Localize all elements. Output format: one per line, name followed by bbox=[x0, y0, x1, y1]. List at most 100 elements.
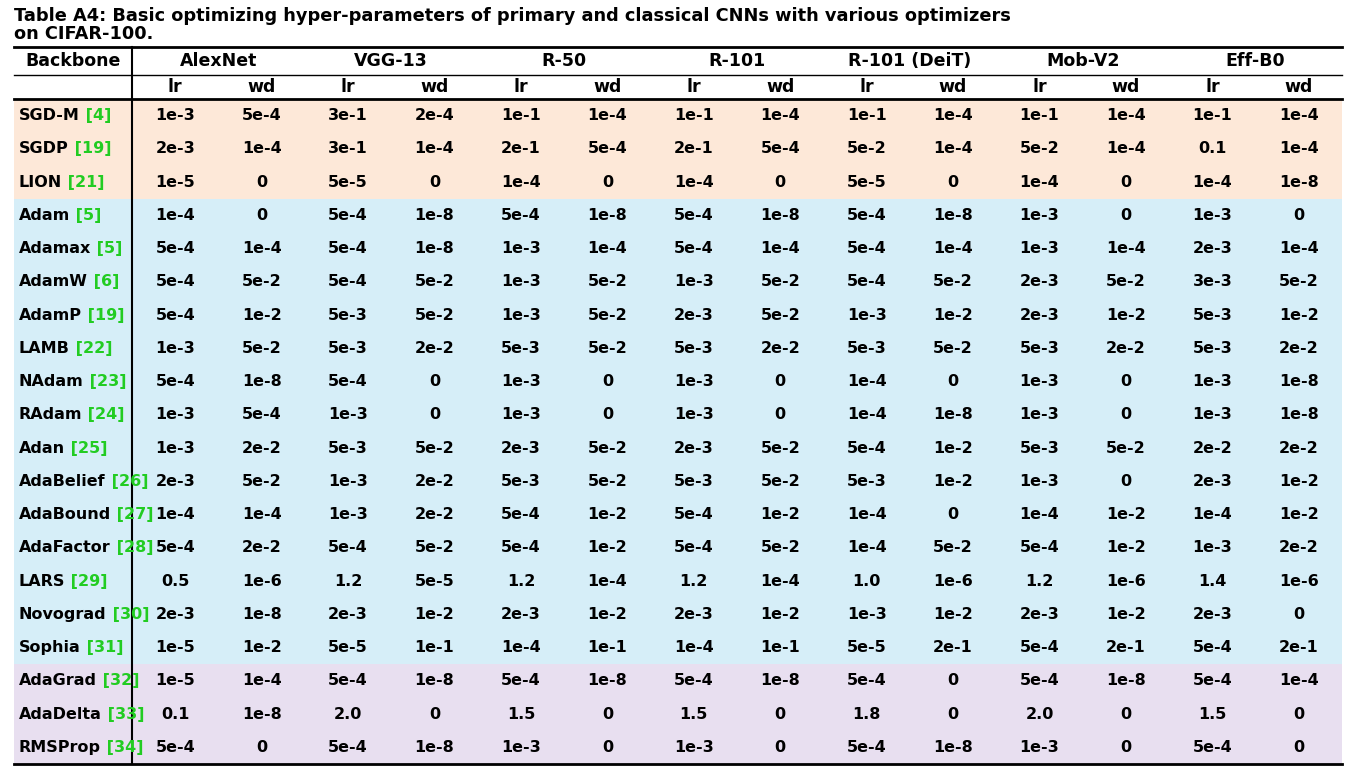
Text: 1e-1: 1e-1 bbox=[674, 108, 714, 123]
Text: 1e-8: 1e-8 bbox=[242, 607, 282, 622]
Text: 5e-3: 5e-3 bbox=[674, 474, 714, 489]
Text: 1e-3: 1e-3 bbox=[1193, 374, 1232, 389]
Text: AdaDelta: AdaDelta bbox=[19, 707, 102, 722]
Text: 1e-1: 1e-1 bbox=[846, 108, 887, 123]
Text: 1.5: 1.5 bbox=[1198, 707, 1227, 722]
Text: 1e-2: 1e-2 bbox=[1106, 307, 1145, 323]
Text: 5e-3: 5e-3 bbox=[328, 307, 368, 323]
Text: 1.2: 1.2 bbox=[506, 574, 535, 589]
Text: [29]: [29] bbox=[65, 574, 108, 589]
Text: 0.1: 0.1 bbox=[161, 707, 190, 722]
Text: 0.1: 0.1 bbox=[1198, 142, 1227, 156]
Text: 5e-3: 5e-3 bbox=[846, 341, 887, 356]
Text: R-50: R-50 bbox=[542, 52, 586, 70]
Text: 5e-2: 5e-2 bbox=[1106, 440, 1145, 456]
Text: 1e-4: 1e-4 bbox=[674, 640, 714, 655]
Text: 1e-4: 1e-4 bbox=[588, 574, 627, 589]
Text: 1e-8: 1e-8 bbox=[414, 241, 455, 256]
Text: 1e-4: 1e-4 bbox=[1280, 673, 1319, 688]
Text: 1e-6: 1e-6 bbox=[933, 574, 974, 589]
Text: 0: 0 bbox=[601, 174, 613, 189]
Text: 5e-4: 5e-4 bbox=[674, 208, 714, 223]
Text: 5e-4: 5e-4 bbox=[501, 208, 540, 223]
Text: 5e-4: 5e-4 bbox=[588, 142, 627, 156]
Text: 5e-2: 5e-2 bbox=[761, 474, 800, 489]
Text: 5e-2: 5e-2 bbox=[1020, 142, 1059, 156]
Bar bbox=[14, 232, 1342, 265]
Text: 2e-3: 2e-3 bbox=[1193, 474, 1232, 489]
Text: 1e-8: 1e-8 bbox=[414, 740, 455, 755]
Text: 1e-2: 1e-2 bbox=[761, 507, 800, 522]
Bar bbox=[14, 631, 1342, 664]
Text: 5e-4: 5e-4 bbox=[761, 142, 800, 156]
Text: [19]: [19] bbox=[69, 142, 111, 156]
Text: 1e-1: 1e-1 bbox=[588, 640, 627, 655]
Text: 5e-4: 5e-4 bbox=[156, 274, 195, 289]
Text: 5e-4: 5e-4 bbox=[156, 241, 195, 256]
Text: 1e-4: 1e-4 bbox=[1020, 507, 1059, 522]
Text: 0: 0 bbox=[1120, 374, 1132, 389]
Text: VGG-13: VGG-13 bbox=[355, 52, 428, 70]
Text: 1e-8: 1e-8 bbox=[1106, 673, 1145, 688]
Bar bbox=[14, 299, 1342, 332]
Bar bbox=[14, 698, 1342, 730]
Text: 0: 0 bbox=[256, 740, 267, 755]
Text: 1e-2: 1e-2 bbox=[933, 307, 974, 323]
Text: 1e-1: 1e-1 bbox=[414, 640, 455, 655]
Text: 2e-1: 2e-1 bbox=[1106, 640, 1145, 655]
Text: 1e-3: 1e-3 bbox=[501, 740, 540, 755]
Text: 1e-4: 1e-4 bbox=[156, 507, 195, 522]
Text: 5e-4: 5e-4 bbox=[1020, 540, 1059, 555]
Text: 5e-4: 5e-4 bbox=[1020, 640, 1059, 655]
Text: 1e-3: 1e-3 bbox=[501, 307, 540, 323]
Text: 2e-2: 2e-2 bbox=[242, 440, 282, 456]
Text: 1e-4: 1e-4 bbox=[1280, 241, 1319, 256]
Text: 5e-4: 5e-4 bbox=[328, 241, 368, 256]
Text: Mob-V2: Mob-V2 bbox=[1045, 52, 1120, 70]
Text: AdamW: AdamW bbox=[19, 274, 88, 289]
Text: 5e-5: 5e-5 bbox=[846, 640, 887, 655]
Text: 5e-4: 5e-4 bbox=[846, 274, 887, 289]
Text: 2e-1: 2e-1 bbox=[674, 142, 714, 156]
Text: 2e-3: 2e-3 bbox=[1020, 607, 1059, 622]
Text: 3e-3: 3e-3 bbox=[1193, 274, 1232, 289]
Text: 1e-2: 1e-2 bbox=[588, 540, 627, 555]
Text: [24]: [24] bbox=[83, 407, 125, 422]
Text: 2e-3: 2e-3 bbox=[1020, 307, 1059, 323]
Text: 1e-4: 1e-4 bbox=[242, 142, 282, 156]
Text: 1.8: 1.8 bbox=[853, 707, 881, 722]
Text: 0: 0 bbox=[429, 374, 440, 389]
Text: [5]: [5] bbox=[70, 208, 102, 223]
Text: on CIFAR-100.: on CIFAR-100. bbox=[14, 25, 153, 43]
Text: 5e-2: 5e-2 bbox=[414, 540, 455, 555]
Text: 0: 0 bbox=[774, 374, 785, 389]
Text: 5e-3: 5e-3 bbox=[328, 341, 368, 356]
Text: 0: 0 bbox=[1120, 407, 1132, 422]
Text: 2e-2: 2e-2 bbox=[1280, 440, 1319, 456]
Bar bbox=[14, 199, 1342, 232]
Text: 1e-8: 1e-8 bbox=[588, 673, 627, 688]
Text: 1e-3: 1e-3 bbox=[156, 108, 195, 123]
Text: 2e-3: 2e-3 bbox=[1193, 241, 1232, 256]
Text: 1.2: 1.2 bbox=[334, 574, 363, 589]
Text: 5e-3: 5e-3 bbox=[1020, 341, 1059, 356]
Text: 5e-2: 5e-2 bbox=[846, 142, 887, 156]
Text: 0: 0 bbox=[429, 407, 440, 422]
Text: 2e-3: 2e-3 bbox=[156, 142, 195, 156]
Text: Sophia: Sophia bbox=[19, 640, 81, 655]
Text: RAdam: RAdam bbox=[19, 407, 83, 422]
Text: 5e-3: 5e-3 bbox=[674, 341, 714, 356]
Text: 1e-3: 1e-3 bbox=[674, 374, 714, 389]
Text: 1e-3: 1e-3 bbox=[156, 407, 195, 422]
Text: 1e-6: 1e-6 bbox=[1106, 574, 1145, 589]
Text: 5e-2: 5e-2 bbox=[761, 540, 800, 555]
Bar bbox=[14, 365, 1342, 398]
Bar bbox=[14, 398, 1342, 432]
Text: 1e-3: 1e-3 bbox=[1193, 540, 1232, 555]
Text: 2e-2: 2e-2 bbox=[414, 341, 455, 356]
Text: 1e-2: 1e-2 bbox=[1280, 474, 1319, 489]
Text: 1e-3: 1e-3 bbox=[674, 740, 714, 755]
Text: 5e-3: 5e-3 bbox=[501, 474, 540, 489]
Text: 0: 0 bbox=[948, 707, 959, 722]
Text: 1e-4: 1e-4 bbox=[933, 108, 974, 123]
